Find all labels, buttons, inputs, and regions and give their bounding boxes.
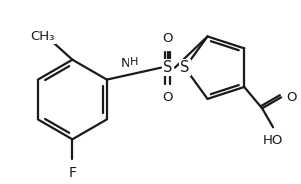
Text: HO: HO	[263, 134, 283, 147]
Text: O: O	[163, 91, 173, 104]
Text: F: F	[68, 166, 76, 180]
Text: S: S	[180, 60, 190, 75]
Text: S: S	[163, 60, 172, 75]
Text: N: N	[121, 57, 131, 70]
Text: H: H	[130, 57, 138, 67]
Text: O: O	[163, 32, 173, 45]
Text: CH₃: CH₃	[30, 30, 55, 43]
Text: O: O	[286, 91, 296, 104]
